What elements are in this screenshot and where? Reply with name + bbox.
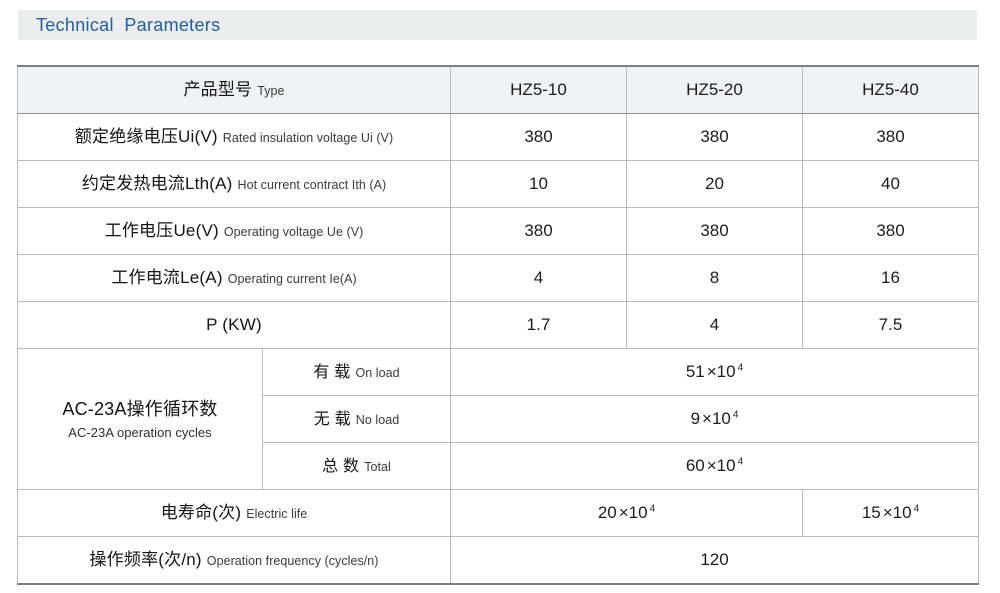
table-row: 额定绝缘电压Ui(V) Rated insulation voltage Ui (… bbox=[17, 113, 979, 161]
row-label-cn: 工作电流Le(A) bbox=[111, 268, 223, 288]
sub-row-label-cn: 有 载 bbox=[313, 363, 351, 381]
value-exponent: 4 bbox=[737, 362, 744, 374]
row-label-en: Operation frequency (cycles/n) bbox=[206, 554, 379, 569]
value-base: 51 bbox=[685, 362, 705, 381]
header-cell-model-1: HZ5-10 bbox=[450, 65, 627, 114]
value-base: 20 bbox=[597, 503, 617, 522]
row-label-electric-life: 电寿命(次) Electric life bbox=[17, 489, 451, 537]
cell-value-electric-life-a: 20 ×10 4 bbox=[450, 489, 803, 537]
value-exponent: 4 bbox=[732, 409, 739, 421]
sub-row-label-total: 总 数 Total bbox=[262, 442, 451, 490]
row-label-en: Hot current contract Ith (A) bbox=[237, 178, 387, 193]
header-cell-type: 产品型号 Type bbox=[17, 65, 451, 114]
group-label-en: AC-23A operation cycles bbox=[68, 424, 212, 440]
table-row: AC-23A操作循环数 AC-23A operation cycles 有 载 O… bbox=[17, 348, 979, 490]
cell-value: 10 bbox=[450, 160, 627, 208]
group-label-ac23a-operation-cycles: AC-23A操作循环数 AC-23A operation cycles bbox=[17, 348, 263, 490]
cell-value: 380 bbox=[450, 113, 627, 161]
row-label-cn: 额定绝缘电压Ui(V) bbox=[74, 127, 218, 147]
cell-value: 4 bbox=[626, 301, 803, 349]
value-exponent: 4 bbox=[649, 503, 656, 515]
sub-row-label-on-load: 有 载 On load bbox=[262, 348, 451, 396]
cell-value: 16 bbox=[802, 254, 979, 302]
group-label-cn: AC-23A操作循环数 bbox=[62, 398, 218, 419]
cell-value: 7.5 bbox=[802, 301, 979, 349]
cell-value-total: 60 ×10 4 bbox=[450, 442, 979, 490]
value-exponent: 4 bbox=[913, 503, 920, 515]
cell-value: 380 bbox=[802, 207, 979, 255]
row-label-power-kw: P (KW) bbox=[17, 301, 451, 349]
sub-row-label-cn: 总 数 bbox=[322, 457, 360, 475]
row-label-en: Electric life bbox=[246, 507, 308, 522]
table-row: 操作频率(次/n) Operation frequency (cycles/n) … bbox=[17, 536, 979, 585]
cell-value: 380 bbox=[626, 207, 803, 255]
header-cell-model-2: HZ5-20 bbox=[626, 65, 803, 114]
value-base: 9 bbox=[690, 409, 701, 428]
sub-row-label-en: On load bbox=[355, 365, 400, 380]
header-type-cn: 产品型号 bbox=[183, 80, 253, 100]
section-title-band: Technical Parameters bbox=[18, 10, 977, 40]
value-multiplier: ×10 bbox=[618, 503, 648, 522]
row-label-operation-frequency: 操作频率(次/n) Operation frequency (cycles/n) bbox=[17, 536, 451, 585]
header-cell-model-3: HZ5-40 bbox=[802, 65, 979, 114]
cell-value: 1.7 bbox=[450, 301, 627, 349]
value-multiplier: ×10 bbox=[706, 362, 736, 381]
cell-value: 380 bbox=[450, 207, 627, 255]
row-label-operating-current: 工作电流Le(A) Operating current Ie(A) bbox=[17, 254, 451, 302]
value-multiplier: ×10 bbox=[706, 456, 736, 475]
value-exponent: 4 bbox=[737, 456, 744, 468]
cell-value: 20 bbox=[626, 160, 803, 208]
cell-value-no-load: 9 ×10 4 bbox=[450, 395, 979, 443]
sub-row-label-en: Total bbox=[364, 459, 391, 474]
table-row: P (KW) 1.7 4 7.5 bbox=[17, 301, 979, 349]
value-base: 60 bbox=[685, 456, 705, 475]
row-label-cn: 电寿命(次) bbox=[160, 503, 242, 523]
spec-table-wrapper: 产品型号 Type HZ5-10 HZ5-20 HZ5-40 额定绝缘电压Ui(V… bbox=[17, 65, 979, 585]
table-row: 约定发热电流Lth(A) Hot current contract Ith (A)… bbox=[17, 160, 979, 208]
table-row: 无 载 No load 9 ×10 4 bbox=[18, 395, 979, 443]
row-label-cn: 约定发热电流Lth(A) bbox=[81, 174, 233, 194]
table-row: 工作电流Le(A) Operating current Ie(A) 4 8 16 bbox=[17, 254, 979, 302]
technical-parameters-table: 产品型号 Type HZ5-10 HZ5-20 HZ5-40 额定绝缘电压Ui(V… bbox=[17, 65, 979, 585]
header-type-en: Type bbox=[257, 84, 285, 99]
cell-value: 380 bbox=[626, 113, 803, 161]
cell-value: 8 bbox=[626, 254, 803, 302]
value-multiplier: ×10 bbox=[702, 409, 731, 428]
table-row: 电寿命(次) Electric life 20 ×10 4 15 ×10 4 bbox=[17, 489, 979, 537]
row-label-en: Rated insulation voltage Ui (V) bbox=[222, 131, 394, 146]
value-multiplier: ×10 bbox=[882, 503, 912, 522]
row-label-hot-current-contract: 约定发热电流Lth(A) Hot current contract Ith (A) bbox=[17, 160, 451, 208]
row-label-en: Operating voltage Ue (V) bbox=[223, 225, 364, 240]
row-label-cn: 工作电压Ue(V) bbox=[104, 221, 219, 241]
sub-row-label-no-load: 无 载 No load bbox=[262, 395, 451, 443]
cell-value: 40 bbox=[802, 160, 979, 208]
sub-row-label-cn: 无 载 bbox=[313, 410, 351, 428]
value-base: 15 bbox=[861, 503, 881, 522]
row-label-rated-insulation-voltage: 额定绝缘电压Ui(V) Rated insulation voltage Ui (… bbox=[17, 113, 451, 161]
cell-value-on-load: 51 ×10 4 bbox=[450, 348, 979, 396]
sub-row-label-en: No load bbox=[355, 412, 400, 427]
row-label-cn: P (KW) bbox=[206, 315, 262, 335]
cell-value: 380 bbox=[802, 113, 979, 161]
row-label-cn: 操作频率(次/n) bbox=[89, 550, 202, 570]
page-title: Technical Parameters bbox=[36, 14, 221, 35]
row-label-operating-voltage: 工作电压Ue(V) Operating voltage Ue (V) bbox=[17, 207, 451, 255]
table-header-row: 产品型号 Type HZ5-10 HZ5-20 HZ5-40 bbox=[17, 65, 979, 114]
row-label-en: Operating current Ie(A) bbox=[227, 272, 357, 287]
table-row: 工作电压Ue(V) Operating voltage Ue (V) 380 38… bbox=[17, 207, 979, 255]
cell-value-operation-frequency: 120 bbox=[450, 536, 979, 585]
cell-value: 4 bbox=[450, 254, 627, 302]
cell-value-electric-life-b: 15 ×10 4 bbox=[802, 489, 979, 537]
